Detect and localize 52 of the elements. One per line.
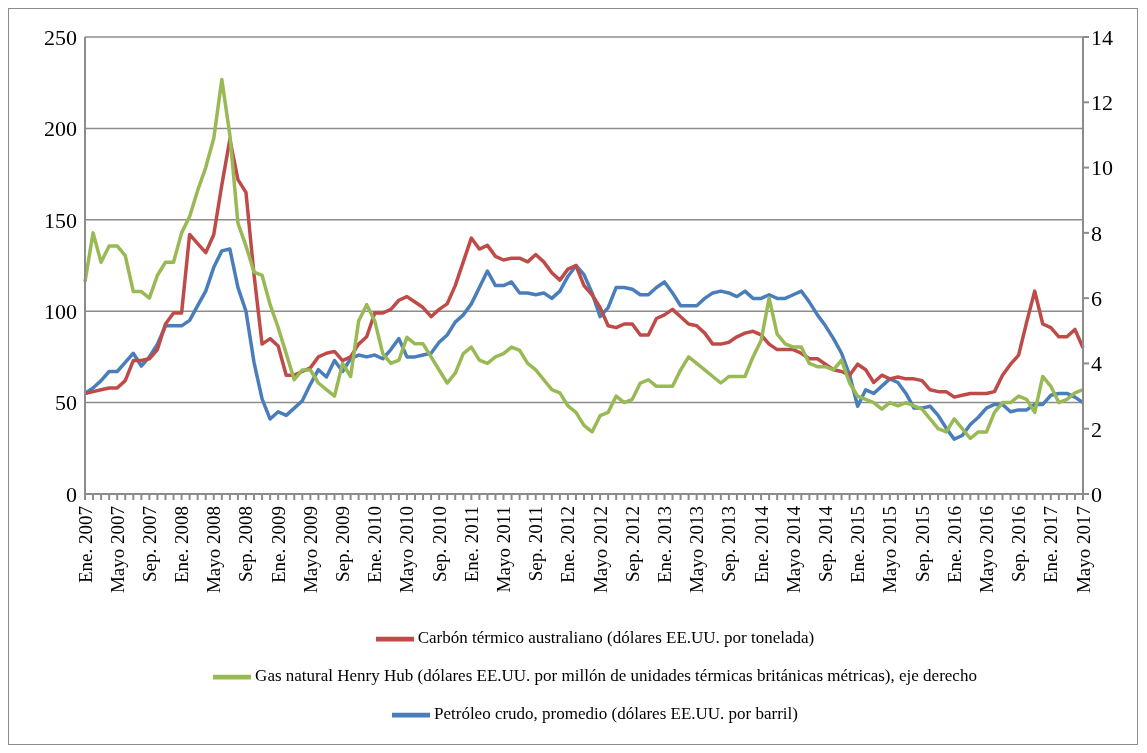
x-tick-label: Ene. 2014 — [750, 505, 772, 584]
y2-tick-label: 0 — [1091, 481, 1102, 507]
line-series — [83, 137, 1085, 399]
line-series — [83, 247, 1085, 441]
x-tick-label: Sep. 2007 — [138, 506, 160, 582]
x-tick-label: Mayo 2017 — [1072, 506, 1094, 594]
y-tick-label: 50 — [55, 390, 77, 416]
x-tick-label: Ene. 2009 — [267, 506, 289, 584]
x-tick-label: Sep. 2010 — [428, 506, 450, 582]
x-tick-label: Sep. 2011 — [525, 506, 547, 582]
x-tick-label: Sep. 2012 — [621, 506, 643, 582]
x-tick-label: Mayo 2007 — [106, 506, 128, 594]
x-tick-label: Mayo 2010 — [396, 506, 418, 594]
y-tick-label: 0 — [66, 481, 77, 507]
y-tick-label: 150 — [44, 207, 77, 233]
x-tick-label: Mayo 2012 — [589, 506, 611, 594]
x-tick-label: Sep. 2014 — [814, 505, 836, 582]
y2-tick-label: 6 — [1091, 285, 1102, 311]
y2-tick-label: 4 — [1091, 351, 1102, 377]
y2-tick-label: 12 — [1091, 90, 1113, 116]
y-tick-label: 100 — [44, 299, 77, 325]
x-tick-label: Sep. 2013 — [718, 506, 740, 582]
x-tick-label: Sep. 2008 — [235, 506, 257, 582]
y2-tick-label: 2 — [1091, 416, 1102, 442]
x-tick-label: Ene. 2017 — [1040, 506, 1062, 584]
x-tick-label: Mayo 2013 — [686, 506, 708, 594]
x-tick-label: Mayo 2008 — [203, 506, 225, 594]
y2-tick-label: 8 — [1091, 220, 1102, 246]
x-tick-label: Ene. 2016 — [943, 506, 965, 584]
x-tick-label: Sep. 2016 — [1008, 506, 1030, 582]
x-tick-label: Mayo 2009 — [299, 506, 321, 594]
x-tick-label: Sep. 2015 — [911, 506, 933, 582]
x-tick-label: Mayo 2015 — [879, 506, 901, 594]
x-tick-label: Ene. 2013 — [653, 506, 675, 584]
x-tick-label: Ene. 2011 — [460, 506, 482, 583]
x-tick-label: Ene. 2007 — [74, 506, 96, 584]
legend-label: Petróleo crudo, promedio (dólares EE.UU. por barril) — [434, 703, 798, 723]
x-tick-label: Sep. 2009 — [332, 506, 354, 582]
y-tick-label: 200 — [44, 116, 77, 142]
x-tick-label: Mayo 2014 — [782, 505, 804, 594]
x-tick-label: Ene. 2015 — [847, 506, 869, 584]
y-tick-label: 250 — [44, 24, 77, 50]
x-tick-label: Mayo 2016 — [975, 506, 997, 594]
x-tick-label: Ene. 2008 — [171, 506, 193, 584]
legend-label: Carbón térmico australiano (dólares EE.UU. por tonelada) — [417, 627, 815, 647]
legend-label: Gas natural Henry Hub (dólares EE.UU. por millón de unidades térmicas británicas métricas), eje derecho — [255, 665, 977, 685]
line-series — [83, 77, 1085, 441]
x-tick-label: Mayo 2011 — [493, 506, 515, 593]
x-tick-label: Ene. 2010 — [364, 506, 386, 584]
y2-tick-label: 14 — [1091, 24, 1113, 50]
y2-tick-label: 10 — [1091, 155, 1113, 181]
x-tick-label: Ene. 2012 — [557, 506, 579, 584]
